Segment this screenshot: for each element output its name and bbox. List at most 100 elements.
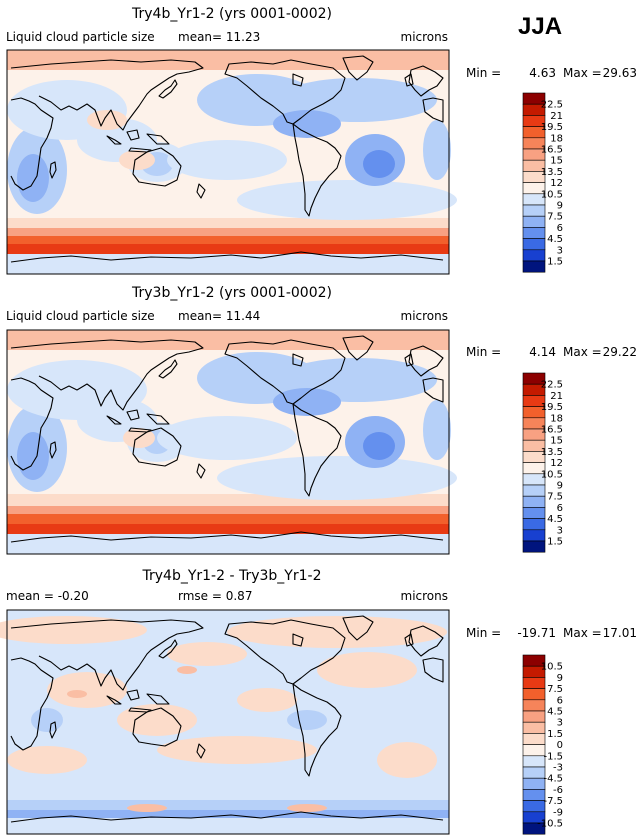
colorbar-tick-label: 4.5 bbox=[547, 514, 563, 525]
colorbar-tick-label: -9 bbox=[553, 807, 563, 818]
panel-mean-label: mean= 11.23 bbox=[178, 30, 260, 44]
min-label: Min = bbox=[466, 626, 501, 640]
colorbar-tick-label: 18 bbox=[550, 133, 563, 144]
colorbar-tick-label: 19.5 bbox=[541, 122, 563, 133]
panel-rmse-label: rmse = 0.87 bbox=[178, 589, 252, 603]
panel-units: microns bbox=[401, 589, 449, 603]
colorbar-swatch bbox=[522, 677, 546, 689]
colorbar-tick-label: 15 bbox=[550, 436, 563, 447]
colorbar-tick-label: -6 bbox=[553, 785, 563, 796]
colorbar-tick-label: 22.5 bbox=[541, 380, 563, 391]
colorbar-tick-label: 4.5 bbox=[547, 234, 563, 245]
colorbar-tick-label: 3 bbox=[557, 245, 563, 256]
min-value: 4.14 bbox=[529, 345, 556, 359]
colorbar-tick-label: -3 bbox=[553, 763, 563, 774]
max-label: Max = bbox=[563, 345, 602, 359]
colorbar-tick-label: 3 bbox=[557, 525, 563, 536]
colorbar-swatch bbox=[522, 227, 546, 239]
min-label: Min = bbox=[466, 345, 501, 359]
colorbar-swatch bbox=[522, 688, 546, 701]
colorbar-swatch bbox=[522, 540, 546, 553]
colorbar-swatch bbox=[522, 822, 546, 835]
colorbar-tick-label: 10.5 bbox=[541, 189, 563, 200]
colorbar-tick-label: 1.5 bbox=[547, 537, 563, 548]
colorbar-tick-label: 12 bbox=[550, 458, 563, 469]
map-3 bbox=[0, 609, 450, 835]
colorbar-tick-label: 13.5 bbox=[541, 167, 563, 178]
colorbar-swatch bbox=[522, 495, 546, 508]
colorbar-swatch bbox=[522, 204, 546, 217]
panel-mean-label: mean= 11.44 bbox=[178, 309, 260, 323]
colorbar-tick-label: 1.5 bbox=[547, 257, 563, 268]
panel-mean-label: mean = -0.20 bbox=[6, 589, 89, 603]
colorbar-swatch bbox=[522, 699, 546, 712]
colorbar-swatch bbox=[522, 710, 546, 723]
colorbar-tick-label: 9 bbox=[557, 673, 563, 684]
colorbar-tick-label: 10.5 bbox=[541, 662, 563, 673]
colorbar-tick-label: 7.5 bbox=[547, 684, 563, 695]
colorbar-tick-label: -1.5 bbox=[543, 751, 563, 762]
panel-units: microns bbox=[401, 309, 449, 323]
colorbar-swatch bbox=[522, 777, 546, 790]
max-value: 29.22 bbox=[603, 345, 637, 359]
panel-1: Try4b_Yr1-2 (yrs 0001-0002) Liquid cloud… bbox=[6, 6, 637, 275]
panel-title: Try4b_Yr1-2 (yrs 0001-0002) bbox=[131, 6, 332, 22]
colorbar-tick-label: 9 bbox=[557, 201, 563, 212]
colorbar-tick-label: 6 bbox=[557, 503, 563, 514]
colorbar-tick-label: 15 bbox=[550, 156, 563, 167]
colorbar-tick-label: 22.5 bbox=[541, 100, 563, 111]
colorbar-tick-label: 9 bbox=[557, 481, 563, 492]
colorbar-tick-label: 7.5 bbox=[547, 492, 563, 503]
colorbar-tick-label: 16.5 bbox=[541, 425, 563, 436]
colorbar-swatch bbox=[522, 260, 546, 273]
colorbar: 10.597.564.531.50-1.5-3-4.5-6-7.5-9-10.5 bbox=[522, 654, 563, 835]
season-label: JJA bbox=[518, 13, 562, 40]
colorbar-tick-label: 6 bbox=[557, 223, 563, 234]
colorbar-tick-label: 18 bbox=[550, 413, 563, 424]
colorbar-swatch bbox=[522, 744, 546, 757]
colorbar-tick-label: 4.5 bbox=[547, 707, 563, 718]
max-value: 29.63 bbox=[603, 66, 637, 80]
colorbar-tick-label: -7.5 bbox=[543, 796, 563, 807]
max-value: 17.01 bbox=[603, 626, 637, 640]
colorbar-swatch bbox=[522, 215, 546, 228]
colorbar-swatch bbox=[522, 484, 546, 497]
colorbar-tick-label: 19.5 bbox=[541, 402, 563, 413]
panel-title: Try4b_Yr1-2 - Try3b_Yr1-2 bbox=[142, 568, 322, 584]
colorbar-tick-label: 16.5 bbox=[541, 145, 563, 156]
colorbar-tick-label: -4.5 bbox=[543, 774, 563, 785]
colorbar-swatch bbox=[522, 507, 546, 519]
colorbar-tick-label: 3 bbox=[557, 718, 563, 729]
colorbar-tick-label: 21 bbox=[550, 111, 563, 122]
colorbar-tick-label: 1.5 bbox=[547, 729, 563, 740]
colorbar-swatch bbox=[522, 766, 546, 779]
colorbar-tick-label: 13.5 bbox=[541, 447, 563, 458]
colorbar-tick-label: 0 bbox=[557, 740, 563, 751]
panel-left-label: Liquid cloud particle size bbox=[6, 30, 155, 44]
panel-title: Try3b_Yr1-2 (yrs 0001-0002) bbox=[131, 285, 332, 301]
colorbar-swatch bbox=[522, 800, 546, 813]
max-label: Max = bbox=[563, 66, 602, 80]
colorbar-swatch bbox=[522, 789, 546, 801]
panel-3: Try4b_Yr1-2 - Try3b_Yr1-2 mean = -0.20 r… bbox=[0, 568, 637, 835]
colorbar-tick-label: 6 bbox=[557, 695, 563, 706]
map-1 bbox=[6, 49, 457, 275]
panel-units: microns bbox=[401, 30, 449, 44]
colorbar-swatch bbox=[522, 249, 546, 262]
colorbar-swatch bbox=[522, 238, 546, 251]
min-label: Min = bbox=[466, 66, 501, 80]
min-value: 4.63 bbox=[529, 66, 556, 80]
max-label: Max = bbox=[563, 626, 602, 640]
panel-left-label: Liquid cloud particle size bbox=[6, 309, 155, 323]
colorbar-swatch bbox=[522, 721, 546, 734]
colorbar-swatch bbox=[522, 529, 546, 542]
colorbar-swatch bbox=[522, 733, 546, 745]
map-2 bbox=[6, 329, 457, 555]
colorbar-swatch bbox=[522, 518, 546, 531]
colorbar-swatch bbox=[522, 755, 546, 768]
colorbar-tick-label: 12 bbox=[550, 178, 563, 189]
colorbar-tick-label: 7.5 bbox=[547, 212, 563, 223]
min-value: -19.71 bbox=[517, 626, 556, 640]
